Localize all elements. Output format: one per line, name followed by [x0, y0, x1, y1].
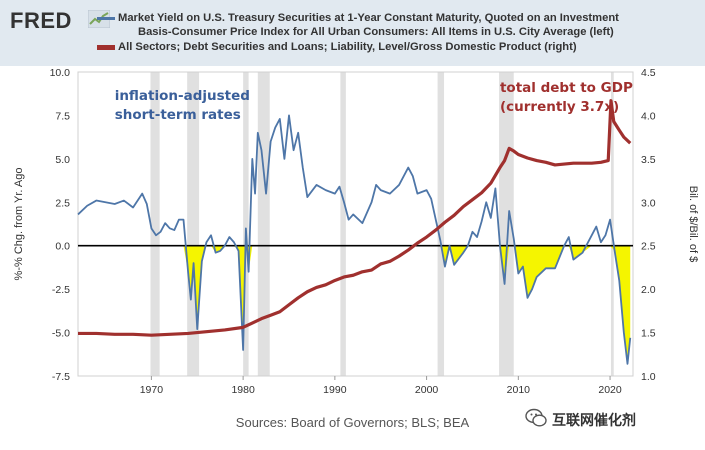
left-tick-label: 10.0: [50, 67, 71, 79]
x-tick-label: 2010: [507, 384, 531, 396]
right-tick-label: 3.5: [641, 154, 656, 166]
annotation-2-line-1: total debt to GDP: [500, 80, 633, 96]
x-axis-ticks: 1970 1980 1990 2000 2010 2020: [140, 376, 622, 396]
x-tick-label: 2000: [415, 384, 439, 396]
wechat-icon: [525, 408, 547, 427]
right-axis-label: Bil. of $/Bil. of $: [687, 186, 699, 262]
left-tick-label: 0.0: [55, 241, 70, 253]
series-line-1: [77, 114, 632, 365]
recession-band-3: [257, 72, 270, 376]
right-tick-label: 4.0: [641, 110, 656, 122]
right-tick-label: 3.0: [641, 197, 656, 209]
right-tick-label: 1.0: [641, 371, 656, 383]
legend-series2-line1[interactable]: All Sectors; Debt Securities and Loans; …: [118, 41, 577, 53]
plot-border: [77, 71, 634, 377]
recession-band-2: [243, 72, 249, 376]
right-tick-label: 2.0: [641, 284, 656, 296]
left-tick-label: -2.5: [52, 284, 70, 296]
left-axis-ticks: 10.0 7.5 5.0 2.5 0.0 -2.5 -5.0 -7.5: [50, 67, 71, 383]
left-axis-label: %-% Chg. from Yr. Ago: [13, 168, 25, 281]
left-tick-label: -7.5: [52, 371, 70, 383]
recession-band-7: [610, 72, 614, 376]
left-tick-label: -5.0: [52, 328, 70, 340]
x-tick-label: 1980: [231, 384, 255, 396]
recession-band-0: [150, 72, 160, 376]
x-tick-label: 1970: [140, 384, 164, 396]
left-tick-label: 5.0: [55, 154, 70, 166]
annotation-1-line-1: inflation-adjusted: [115, 88, 250, 104]
chart-header: FRED Market Yield on U.S. Treasury Secur…: [0, 0, 705, 66]
left-tick-label: 7.5: [55, 110, 70, 122]
left-tick-label: 2.5: [55, 197, 70, 209]
legend-swatch-series1: [97, 17, 115, 20]
legend-series1-line1[interactable]: Market Yield on U.S. Treasury Securities…: [118, 12, 619, 24]
annotations: inflation-adjusted short-term rates total …: [115, 80, 633, 123]
right-axis-ticks: 4.5 4.0 3.5 3.0 2.5 2.0 1.5 1.0: [641, 67, 656, 383]
fred-logo[interactable]: FRED: [10, 8, 72, 33]
sources-note: Sources: Board of Governors; BLS; BEA: [235, 415, 470, 430]
series-line-2: [78, 99, 632, 337]
series-lines: [77, 99, 632, 365]
x-tick-label: 2020: [598, 384, 622, 396]
plot-frame: [77, 71, 634, 377]
legend-series1-line2[interactable]: Basis-Consumer Price Index for All Urban…: [138, 26, 614, 38]
annotation-1-line-2: short-term rates: [115, 107, 241, 123]
right-tick-label: 1.5: [641, 328, 656, 340]
chart-canvas: 10.0 7.5 5.0 2.5 0.0 -2.5 -5.0 -7.5 4.5 4.0 3.5 3.…: [13, 67, 699, 396]
recession-band-1: [187, 72, 200, 376]
watermark-text: 互联网催化剂: [552, 413, 636, 429]
right-tick-label: 2.5: [641, 241, 656, 253]
annotation-2-line-2: (currently 3.7x): [500, 99, 619, 115]
negative-rate-fill: [78, 245, 631, 364]
right-tick-label: 4.5: [641, 67, 656, 79]
legend-swatch-series2: [97, 45, 115, 50]
recession-band-4: [340, 72, 346, 376]
negative-fill-area: [78, 245, 631, 364]
x-tick-label: 1990: [323, 384, 347, 396]
